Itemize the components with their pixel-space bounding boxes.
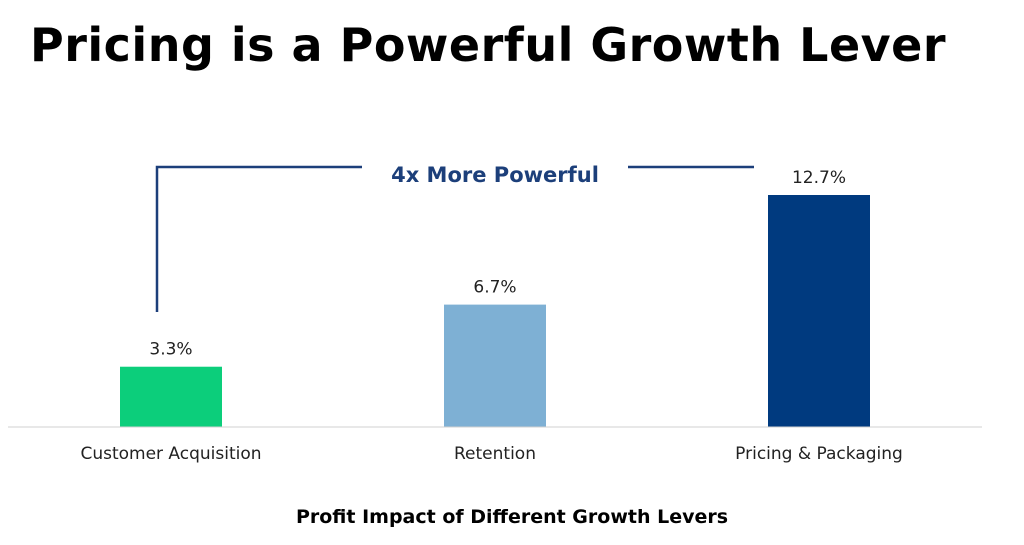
data-label: 3.3% — [149, 340, 192, 360]
category-label: Customer Acquisition — [80, 444, 261, 464]
bar-customer-acquisition — [120, 366, 222, 427]
bracket-left-arm — [155, 165, 362, 312]
chart-caption: Profit Impact of Different Growth Levers — [295, 506, 729, 528]
annotation-label: 4x More Powerful — [391, 163, 599, 187]
bar-pricing-packaging — [768, 195, 870, 427]
slide-title: Pricing is a Powerful Growth Lever — [30, 18, 947, 72]
bar-chart: 3.3% Customer Acquisition 6.7% Retention 12.… — [8, 163, 982, 464]
annotation-bracket: 4x More Powerful — [155, 163, 754, 312]
category-label: Retention — [454, 444, 536, 464]
bars-layer: 3.3% Customer Acquisition 6.7% Retention 12.… — [80, 168, 902, 464]
data-label: 6.7% — [473, 278, 516, 298]
category-label: Pricing & Packaging — [735, 444, 903, 464]
bar-retention — [444, 304, 546, 427]
data-label: 12.7% — [792, 168, 846, 188]
